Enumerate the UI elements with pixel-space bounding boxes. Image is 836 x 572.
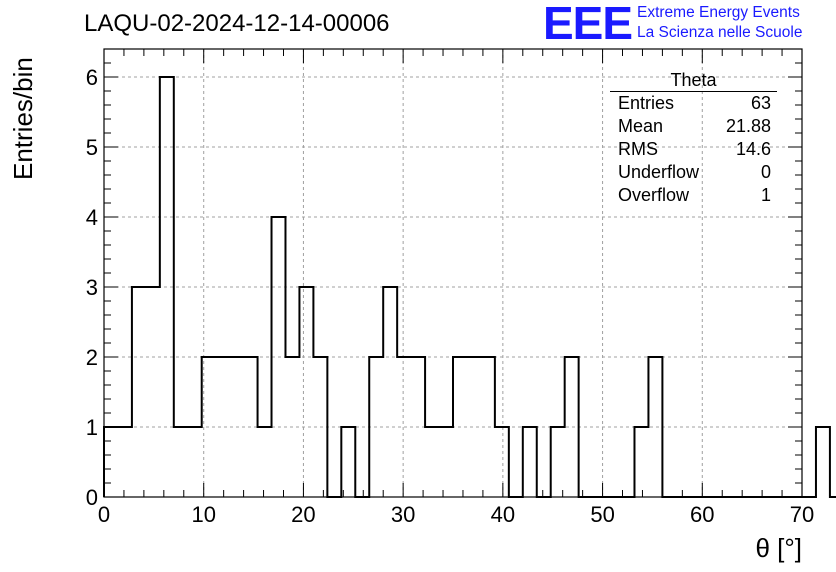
y-tick-label: 2 bbox=[86, 345, 98, 370]
stats-row: RMS 14.6 bbox=[610, 138, 777, 161]
x-tick-label: 60 bbox=[690, 502, 714, 527]
histogram-series-line bbox=[103, 76, 836, 498]
y-tick-label: 1 bbox=[86, 415, 98, 440]
stats-box: Theta Entries 63 Mean 21.88 RMS 14.6 Underf… bbox=[610, 70, 777, 207]
y-axis-label: Entries/bin bbox=[8, 57, 38, 180]
stats-label: Entries bbox=[618, 93, 675, 113]
logo-line-1: Extreme Energy Events bbox=[637, 4, 800, 21]
eee-logo: EEE bbox=[543, 0, 633, 49]
stats-label: Underflow bbox=[618, 162, 700, 182]
logo-caption: Extreme Energy Events La Scienza nelle S… bbox=[637, 3, 802, 43]
chart-title: LAQU-02-2024-12-14-00006 bbox=[84, 10, 390, 37]
stats-label: Overflow bbox=[618, 185, 690, 205]
x-tick-label: 10 bbox=[191, 502, 215, 527]
logo-line-2: La Scienza nelle Scuole bbox=[637, 24, 803, 41]
plot-frame bbox=[103, 48, 803, 498]
x-axis-label: θ [°] bbox=[755, 533, 802, 563]
x-tick-label: 40 bbox=[491, 502, 515, 527]
x-tick-label: 20 bbox=[291, 502, 315, 527]
x-tick-label: 0 bbox=[98, 502, 110, 527]
x-tick-label: 70 bbox=[790, 502, 814, 527]
stats-row: Underflow 0 bbox=[610, 161, 777, 184]
x-tick-label: 50 bbox=[590, 502, 614, 527]
x-tick-label: 30 bbox=[391, 502, 415, 527]
stats-value: 0 bbox=[760, 162, 771, 182]
stats-value: 21.88 bbox=[725, 116, 771, 136]
y-tick-label: 0 bbox=[86, 485, 98, 510]
stats-row: Entries 63 bbox=[610, 92, 777, 115]
stats-value: 14.6 bbox=[735, 139, 771, 159]
y-tick-label: 4 bbox=[86, 205, 98, 230]
stats-label: Mean bbox=[618, 116, 664, 136]
stats-label: RMS bbox=[618, 139, 658, 159]
stats-title: Theta bbox=[610, 70, 777, 92]
stats-value: 63 bbox=[750, 93, 771, 113]
stats-row: Mean 21.88 bbox=[610, 115, 777, 138]
stats-row: Overflow 1 bbox=[610, 184, 777, 207]
y-tick-label: 5 bbox=[86, 135, 98, 160]
y-tick-label: 3 bbox=[86, 275, 98, 300]
y-tick-label: 6 bbox=[86, 65, 98, 90]
stats-value: 1 bbox=[760, 185, 771, 205]
